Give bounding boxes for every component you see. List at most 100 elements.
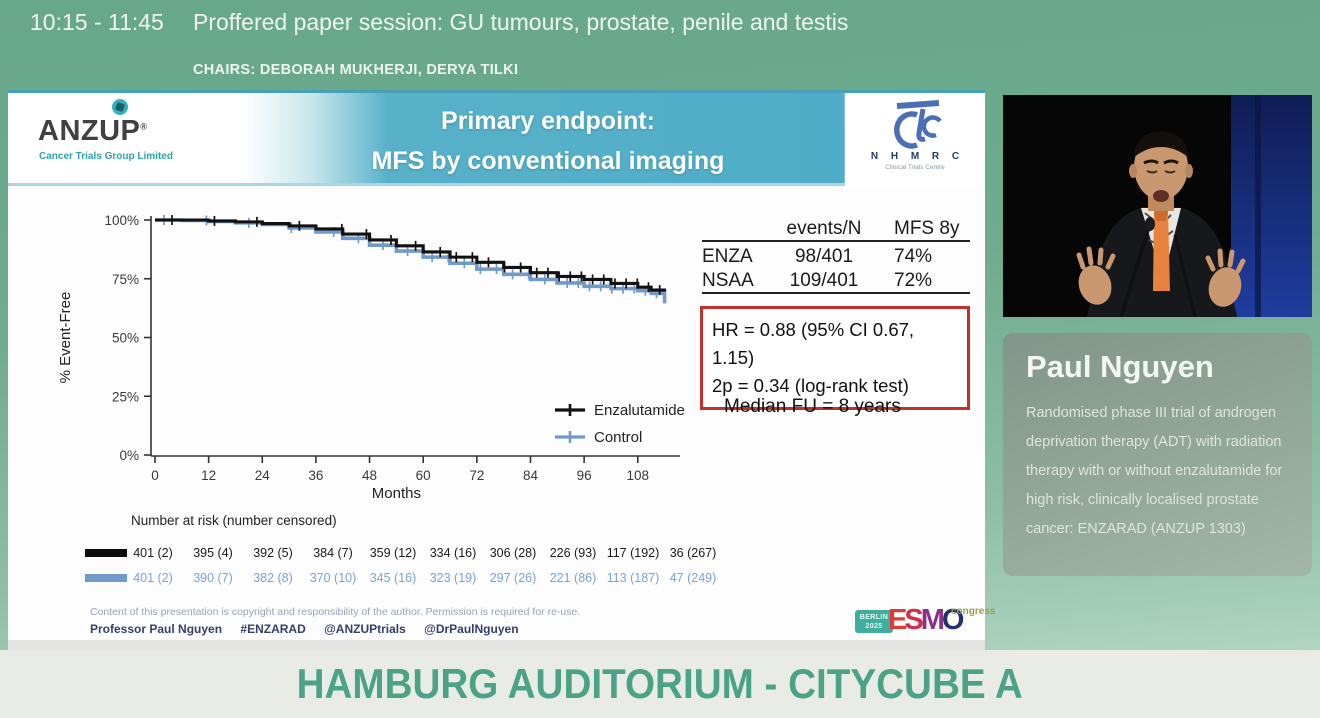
credit-item: @DrPaulNguyen	[424, 622, 519, 636]
risk-table-label: Number at risk (number censored)	[131, 513, 337, 528]
stats-events: 109/401	[789, 270, 859, 291]
anzup-logo-icon	[112, 99, 128, 115]
svg-text:25%: 25%	[112, 389, 139, 404]
stats-table: events/N MFS 8y ENZA 98/401 74% NSAA 109…	[702, 216, 970, 294]
stats-row-nsaa: NSAA 109/401 72%	[702, 268, 970, 294]
risk-cell: 117 (192)	[606, 546, 660, 560]
svg-text:12: 12	[201, 468, 216, 483]
presentation-slide: ANZUP® Cancer Trials Group Limited Prima…	[8, 90, 995, 650]
credit-line: Professor Paul Nguyen #ENZARAD @ANZUPtri…	[90, 622, 534, 636]
stats-col-events: events/N	[786, 218, 862, 239]
svg-text:24: 24	[255, 468, 271, 483]
risk-cell: 221 (86)	[549, 571, 597, 585]
risk-cell: 395 (4)	[193, 546, 233, 560]
esmo-letter: M	[920, 604, 945, 636]
svg-text:75%: 75%	[112, 272, 139, 287]
anzup-logo-tagline: Cancer Trials Group Limited	[39, 151, 173, 162]
credit-item: #ENZARAD	[240, 622, 306, 636]
venue-bar: HAMBURG AUDITORIUM - CITYCUBE A	[0, 650, 1320, 718]
risk-cell: 384 (7)	[313, 546, 353, 560]
esmo-congress-logo: BERLIN 2025 ESMO congress	[855, 604, 995, 640]
slide-title: Primary endpoint: MFS by conventional im…	[308, 101, 788, 181]
risk-cell: 323 (19)	[429, 571, 477, 585]
speaker-name: Paul Nguyen	[1026, 349, 1214, 384]
svg-text:60: 60	[416, 468, 431, 483]
speaker-video	[1003, 95, 1312, 317]
anzup-logo: ANZUP® Cancer Trials Group Limited	[36, 97, 186, 183]
svg-text:50%: 50%	[112, 331, 139, 346]
svg-text:48: 48	[362, 468, 377, 483]
stats-mfs: 72%	[894, 270, 933, 291]
risk-cell: 392 (5)	[253, 546, 293, 560]
risk-cell: 36 (267)	[669, 546, 717, 560]
svg-text:% Event-Free: % Event-Free	[57, 292, 74, 384]
slide-bottom-strip	[8, 640, 985, 650]
svg-text:100%: 100%	[104, 213, 139, 228]
slide-title-line2: MFS by conventional imaging	[371, 147, 725, 175]
risk-cell: 345 (16)	[369, 571, 417, 585]
stats-arm-name: ENZA	[702, 246, 753, 267]
svg-text:72: 72	[469, 468, 484, 483]
risk-row-control: 401 (2) 390 (7) 382 (8) 370 (10) 345 (16) 323…	[123, 571, 723, 585]
svg-text:Enzalutamide: Enzalutamide	[594, 402, 685, 419]
km-chart: 0% 25% 50% 75% 100% 0 12 24 36 48 60 72 84 96 108 Month…	[57, 213, 685, 502]
session-title: Proffered paper session: GU tumours, pro…	[193, 9, 849, 35]
esmo-venue: BERLIN	[859, 614, 889, 621]
nhmrc-logo: N H M R C Clinical Trials Centre	[845, 93, 985, 189]
anzup-logo-name: ANZUP	[38, 115, 141, 147]
credit-item: @ANZUPtrials	[324, 622, 406, 636]
stats-events: 98/401	[794, 246, 854, 267]
copyright-note: Content of this presentation is copyrigh…	[90, 606, 581, 618]
slide-header: ANZUP® Cancer Trials Group Limited Prima…	[8, 90, 985, 189]
stats-arm-name: NSAA	[702, 270, 754, 291]
session-chairs: CHAIRS: DEBORAH MUKHERJI, DERYA TILKI	[193, 62, 519, 78]
median-followup: Median FU = 8 years	[724, 396, 901, 417]
speaker-abstract: Randomised phase III trial of androgen d…	[1026, 405, 1283, 537]
esmo-year: 2025	[865, 623, 883, 630]
risk-cell: 113 (187)	[606, 571, 660, 585]
stats-header-row: events/N MFS 8y	[702, 216, 970, 242]
risk-cell: 297 (26)	[489, 571, 537, 585]
svg-text:0: 0	[151, 468, 159, 483]
svg-text:96: 96	[577, 468, 592, 483]
svg-text:Months: Months	[372, 485, 421, 502]
svg-text:84: 84	[523, 468, 539, 483]
nhmrc-ctc-monogram-icon	[894, 100, 942, 149]
risk-cell: 226 (93)	[549, 546, 597, 560]
risk-cell: 334 (16)	[429, 546, 477, 560]
stats-col-mfs: MFS 8y	[894, 218, 960, 239]
svg-text:36: 36	[308, 468, 323, 483]
risk-cell: 401 (2)	[133, 571, 173, 585]
svg-text:108: 108	[626, 468, 649, 483]
p-value-line: 2p = 0.34 (log-rank test)	[712, 375, 909, 396]
esmo-letter: E	[888, 604, 907, 636]
esmo-letter: O	[941, 604, 964, 636]
esmo-congress-word: congress	[951, 606, 996, 617]
risk-swatch-enzalutamide	[85, 549, 127, 557]
risk-cell: 370 (10)	[309, 571, 357, 585]
slide-title-line1: Primary endpoint:	[441, 107, 655, 135]
risk-swatch-control	[85, 574, 127, 582]
venue-text: HAMBURG AUDITORIUM - CITYCUBE A	[296, 660, 1024, 707]
credit-item: Professor Paul Nguyen	[90, 622, 223, 636]
risk-row-enzalutamide: 401 (2) 395 (4) 392 (5) 384 (7) 359 (12) 334 …	[123, 546, 723, 560]
esmo-letter: S	[904, 604, 923, 636]
nhmrc-logo-tagline: Clinical Trials Centre	[885, 164, 945, 171]
risk-cell: 47 (249)	[669, 571, 717, 585]
nhmrc-logo-name: N H M R C	[870, 151, 965, 162]
registered-mark: ®	[140, 121, 148, 132]
risk-cell: 401 (2)	[133, 546, 173, 560]
hazard-ratio-line: HR = 0.88 (95% CI 0.67, 1.15)	[712, 319, 915, 368]
risk-cell: 359 (12)	[369, 546, 417, 560]
speaker-card: Paul Nguyen Randomised phase III trial o…	[1003, 333, 1312, 576]
risk-cell: 306 (28)	[489, 546, 537, 560]
stats-row-enza: ENZA 98/401 74%	[702, 242, 970, 268]
svg-text:Control: Control	[594, 429, 642, 446]
risk-cell: 382 (8)	[253, 571, 293, 585]
session-time: 10:15 - 11:45	[30, 9, 164, 35]
stats-mfs: 74%	[894, 246, 933, 267]
svg-text:0%: 0%	[119, 448, 139, 463]
risk-cell: 390 (7)	[193, 571, 233, 585]
hazard-ratio-box: HR = 0.88 (95% CI 0.67, 1.15) 2p = 0.34 …	[700, 306, 970, 410]
session-bar: 10:15 - 11:45 Proffered paper session: G…	[0, 0, 1320, 90]
